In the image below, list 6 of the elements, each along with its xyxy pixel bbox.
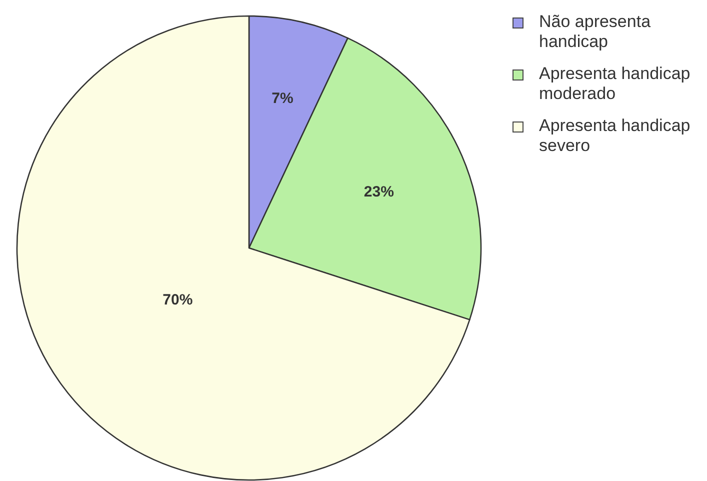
legend-label: Apresenta handicap moderado	[539, 64, 690, 103]
legend-label: Não apresenta handicap	[539, 12, 652, 51]
data-label: 7%	[272, 90, 294, 107]
legend-label: Apresenta handicap severo	[539, 116, 690, 155]
data-label: 70%	[162, 291, 193, 308]
data-label: 23%	[364, 183, 394, 200]
